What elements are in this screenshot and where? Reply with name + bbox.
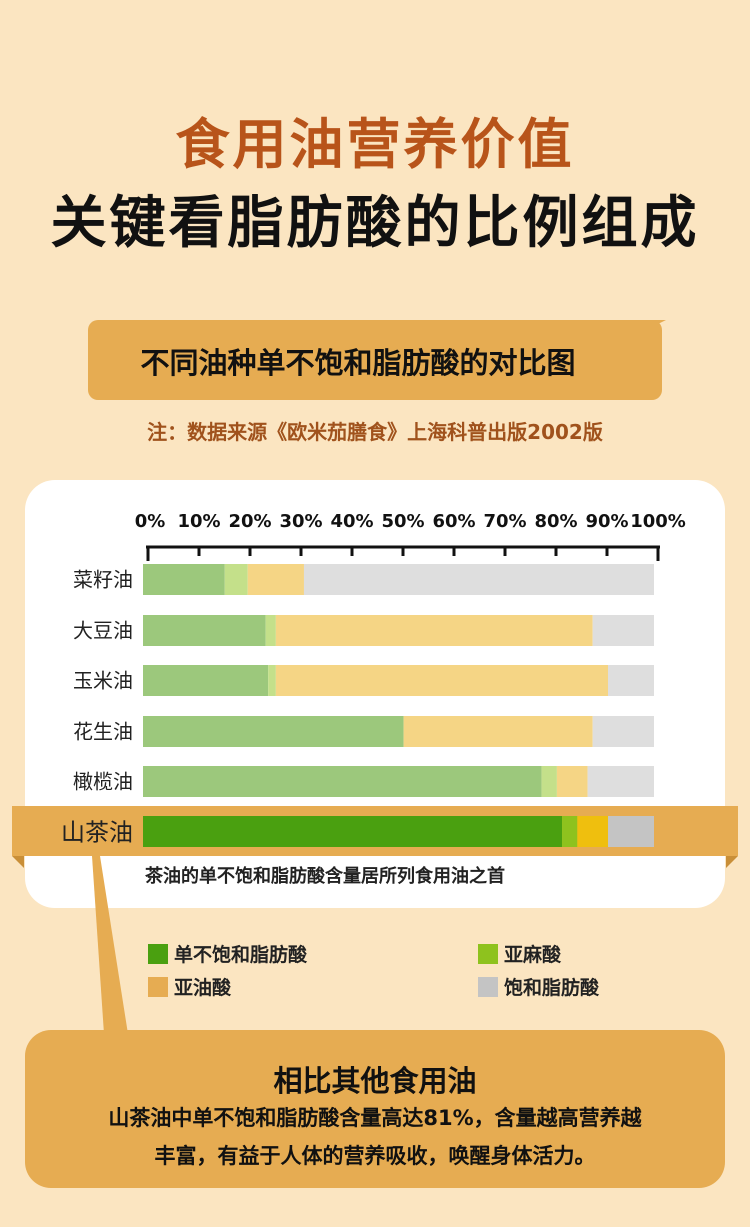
x-tick-label: 0% [135, 511, 166, 532]
category-label: 橄榄油 [73, 770, 133, 794]
banner-notch [646, 320, 666, 330]
x-tick-label: 20% [228, 511, 271, 532]
chart-title: 不同油种单不饱和脂肪酸的对比图 [140, 346, 576, 380]
summary-box [25, 1030, 725, 1188]
legend-swatch [148, 977, 168, 997]
legend-swatch [478, 944, 498, 964]
bar-segment [608, 816, 654, 847]
x-tick-label: 50% [381, 511, 424, 532]
legend-item-monounsaturated: 单不饱和脂肪酸 [148, 940, 307, 967]
bar-segment [143, 816, 563, 847]
x-tick-label: 100% [630, 511, 686, 532]
legend-item-saturated: 饱和脂肪酸 [478, 973, 599, 1000]
page-title-line2: 关键看脂肪酸的比例组成 [50, 191, 700, 256]
x-tick-label: 60% [432, 511, 475, 532]
category-label: 大豆油 [73, 619, 133, 643]
bar-segment [143, 665, 269, 696]
legend-item-linoleic: 亚油酸 [148, 973, 231, 1000]
bar-segment [592, 615, 654, 646]
legend-swatch [148, 944, 168, 964]
bar-segment [143, 615, 266, 646]
legend-item-linolenic: 亚麻酸 [478, 940, 561, 967]
x-tick-label: 30% [279, 511, 322, 532]
bar-segment [303, 564, 654, 595]
x-tick-label: 10% [177, 511, 220, 532]
data-source-note: 注：数据来源《欧米茄膳食》上海科普出版2002版 [147, 420, 603, 444]
bar-segment [265, 615, 276, 646]
chart-title-banner [88, 320, 662, 400]
x-tick-label: 40% [330, 511, 373, 532]
category-label: 菜籽油 [73, 568, 133, 592]
x-tick-label: 90% [585, 511, 628, 532]
category-label: 花生油 [73, 720, 133, 744]
bar-segment [224, 564, 248, 595]
bar-segment [275, 615, 593, 646]
category-label: 玉米油 [73, 669, 133, 693]
legend-label: 饱和脂肪酸 [504, 977, 600, 999]
bar-segment [562, 816, 578, 847]
bar-segment [541, 766, 557, 797]
legend-label: 亚麻酸 [504, 944, 562, 966]
legend-swatch [478, 977, 498, 997]
bar-segment [275, 665, 609, 696]
bar-segment [608, 665, 654, 696]
highlight-fold-right [726, 856, 738, 868]
bar-segment [268, 665, 276, 696]
page-title-line1: 食用油营养价值 [175, 113, 575, 176]
summary-title: 相比其他食用油 [273, 1064, 477, 1098]
x-tick-label: 80% [534, 511, 577, 532]
chart-footnote: 茶油的单不饱和脂肪酸含量居所列食用油之首 [145, 866, 505, 887]
legend-label: 亚油酸 [174, 977, 232, 999]
highlight-fold-left [12, 856, 24, 868]
legend-label: 单不饱和脂肪酸 [174, 944, 308, 966]
summary-line-2: 丰富，有益于人体的营养吸收，唤醒身体活力。 [154, 1144, 596, 1168]
bar-segment [587, 766, 654, 797]
bar-segment [143, 716, 404, 747]
bar-segment [247, 564, 304, 595]
bar-segment [403, 716, 593, 747]
bar-segment [143, 564, 225, 595]
category-label: 山茶油 [61, 819, 133, 847]
bar-segment [592, 716, 654, 747]
bar-segment [556, 766, 588, 797]
bar-segment [577, 816, 609, 847]
bar-segment [143, 766, 542, 797]
x-tick-label: 70% [483, 511, 526, 532]
summary-line-1: 山茶油中单不饱和脂肪酸含量高达81%，含量越高营养越 [108, 1106, 642, 1130]
